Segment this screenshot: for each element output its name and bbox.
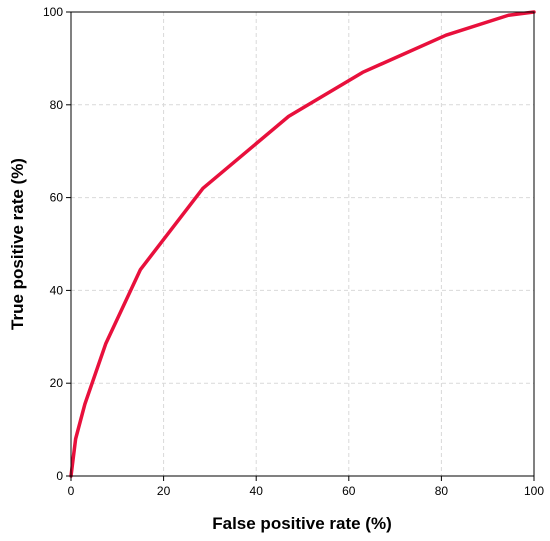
x-tick-label: 40 xyxy=(250,484,264,498)
y-axis-title: True positive rate (%) xyxy=(8,158,27,330)
x-tick-label: 80 xyxy=(435,484,449,498)
y-tick-label: 100 xyxy=(43,5,63,19)
tick-layer: 0 20 40 60 80 100 0 20 40 60 80 100 xyxy=(43,5,544,498)
x-tick-label: 0 xyxy=(68,484,75,498)
y-tick-label: 0 xyxy=(56,469,63,483)
y-tick-label: 20 xyxy=(50,376,64,390)
x-tick-label: 60 xyxy=(342,484,356,498)
y-tick-label: 60 xyxy=(50,191,64,205)
y-tick-label: 80 xyxy=(50,98,64,112)
x-tick-label: 100 xyxy=(524,484,544,498)
x-axis-title: False positive rate (%) xyxy=(212,514,392,533)
axis-layer xyxy=(70,11,535,477)
series-layer xyxy=(69,10,536,478)
y-tick-label: 40 xyxy=(50,283,64,297)
roc-curve-line xyxy=(69,10,536,478)
plot-frame xyxy=(70,11,535,477)
grid-layer xyxy=(71,12,534,476)
x-tick-label: 20 xyxy=(157,484,171,498)
